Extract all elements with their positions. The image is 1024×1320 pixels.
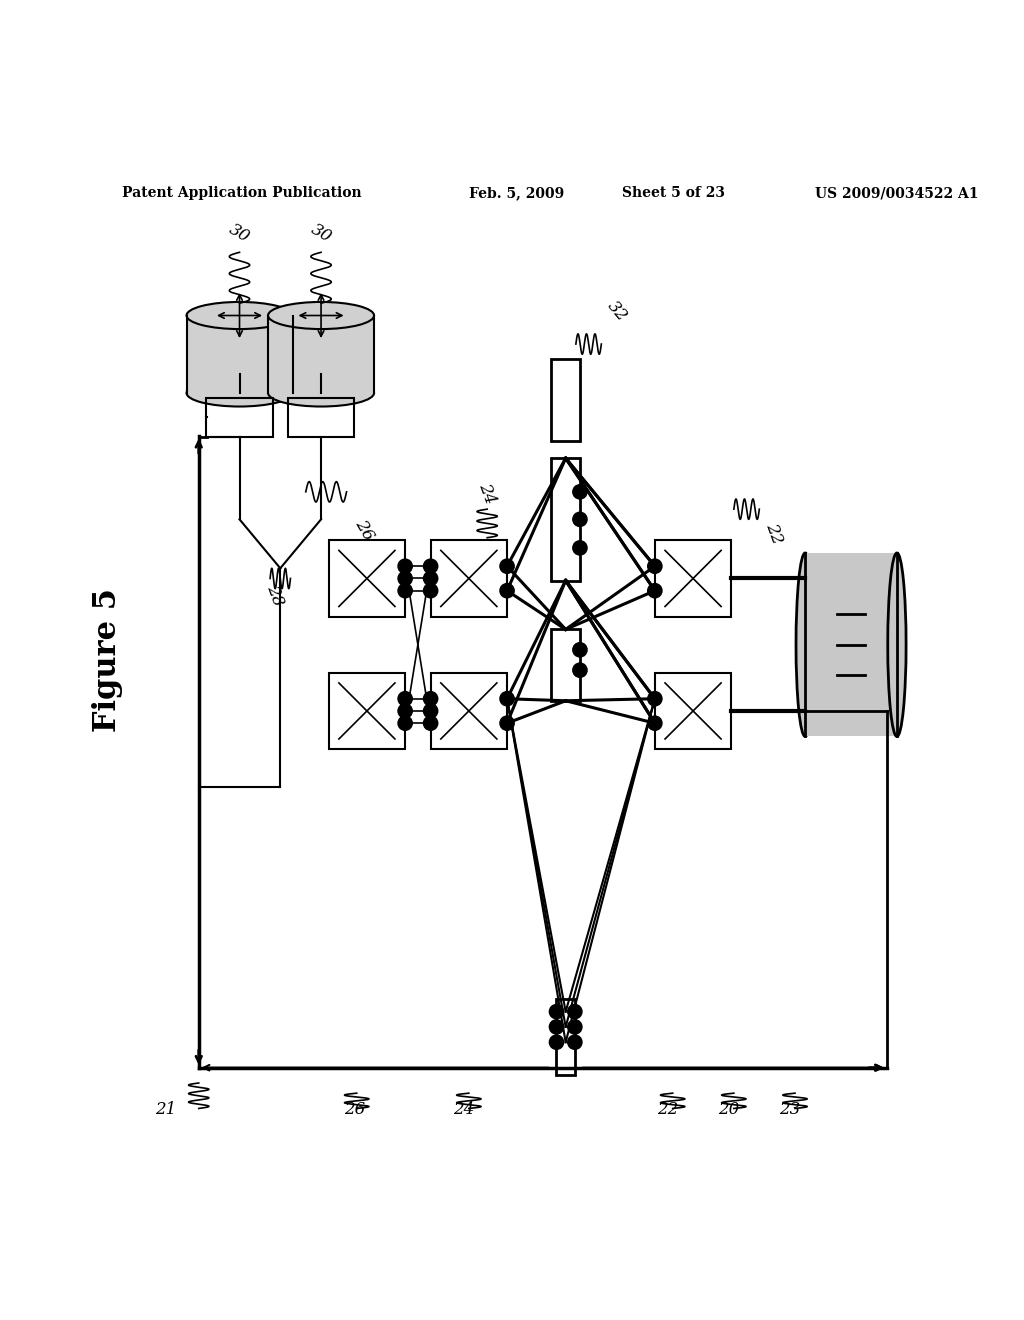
Ellipse shape: [796, 553, 814, 737]
Text: 26: 26: [351, 517, 377, 544]
Circle shape: [572, 484, 587, 499]
Text: 32: 32: [603, 297, 630, 325]
Circle shape: [424, 572, 437, 586]
Circle shape: [424, 715, 437, 730]
Circle shape: [572, 663, 587, 677]
Text: Patent Application Publication: Patent Application Publication: [122, 186, 361, 201]
Bar: [805, 553, 897, 737]
Circle shape: [567, 1005, 582, 1019]
Bar: [329, 673, 406, 750]
Bar: [556, 999, 574, 1076]
Circle shape: [500, 583, 514, 598]
Text: 22: 22: [763, 521, 785, 546]
Circle shape: [648, 692, 662, 706]
Ellipse shape: [268, 379, 374, 407]
Circle shape: [648, 560, 662, 573]
Bar: [431, 540, 507, 616]
Bar: [655, 673, 731, 750]
Bar: [268, 315, 374, 393]
Text: 24: 24: [454, 1101, 474, 1118]
Bar: [551, 630, 580, 701]
Circle shape: [549, 1035, 563, 1049]
Bar: [329, 540, 406, 616]
Ellipse shape: [268, 302, 374, 329]
Circle shape: [500, 560, 514, 573]
Circle shape: [424, 692, 437, 706]
Bar: [207, 399, 272, 437]
Text: 20: 20: [718, 1101, 739, 1118]
Circle shape: [572, 643, 587, 657]
Text: 30: 30: [307, 220, 335, 246]
Text: 28: 28: [263, 582, 287, 609]
Bar: [655, 540, 731, 616]
Circle shape: [572, 541, 587, 554]
Bar: [186, 315, 293, 393]
Circle shape: [398, 704, 413, 718]
Bar: [431, 673, 507, 750]
Text: 30: 30: [226, 220, 253, 246]
Circle shape: [398, 715, 413, 730]
Text: 24: 24: [475, 480, 499, 506]
Circle shape: [398, 692, 413, 706]
Text: Figure 5: Figure 5: [92, 589, 123, 731]
Circle shape: [549, 1005, 563, 1019]
Circle shape: [424, 583, 437, 598]
Circle shape: [567, 1035, 582, 1049]
Text: Sheet 5 of 23: Sheet 5 of 23: [622, 186, 725, 201]
Circle shape: [648, 715, 662, 730]
Circle shape: [398, 583, 413, 598]
Text: 22: 22: [657, 1101, 678, 1118]
Circle shape: [567, 1020, 582, 1034]
Ellipse shape: [186, 379, 293, 407]
Bar: [551, 458, 580, 581]
Text: 23: 23: [779, 1101, 801, 1118]
Circle shape: [398, 572, 413, 586]
Circle shape: [500, 692, 514, 706]
Circle shape: [549, 1020, 563, 1034]
Circle shape: [398, 560, 413, 573]
Circle shape: [648, 583, 662, 598]
Bar: [288, 399, 354, 437]
Ellipse shape: [186, 302, 293, 329]
Circle shape: [424, 560, 437, 573]
Text: Feb. 5, 2009: Feb. 5, 2009: [469, 186, 564, 201]
Circle shape: [500, 715, 514, 730]
Ellipse shape: [888, 553, 906, 737]
Text: 26: 26: [344, 1101, 366, 1118]
Text: US 2009/0034522 A1: US 2009/0034522 A1: [815, 186, 979, 201]
Text: 21: 21: [156, 1101, 177, 1118]
Circle shape: [424, 704, 437, 718]
Bar: [551, 359, 580, 441]
Circle shape: [572, 512, 587, 527]
